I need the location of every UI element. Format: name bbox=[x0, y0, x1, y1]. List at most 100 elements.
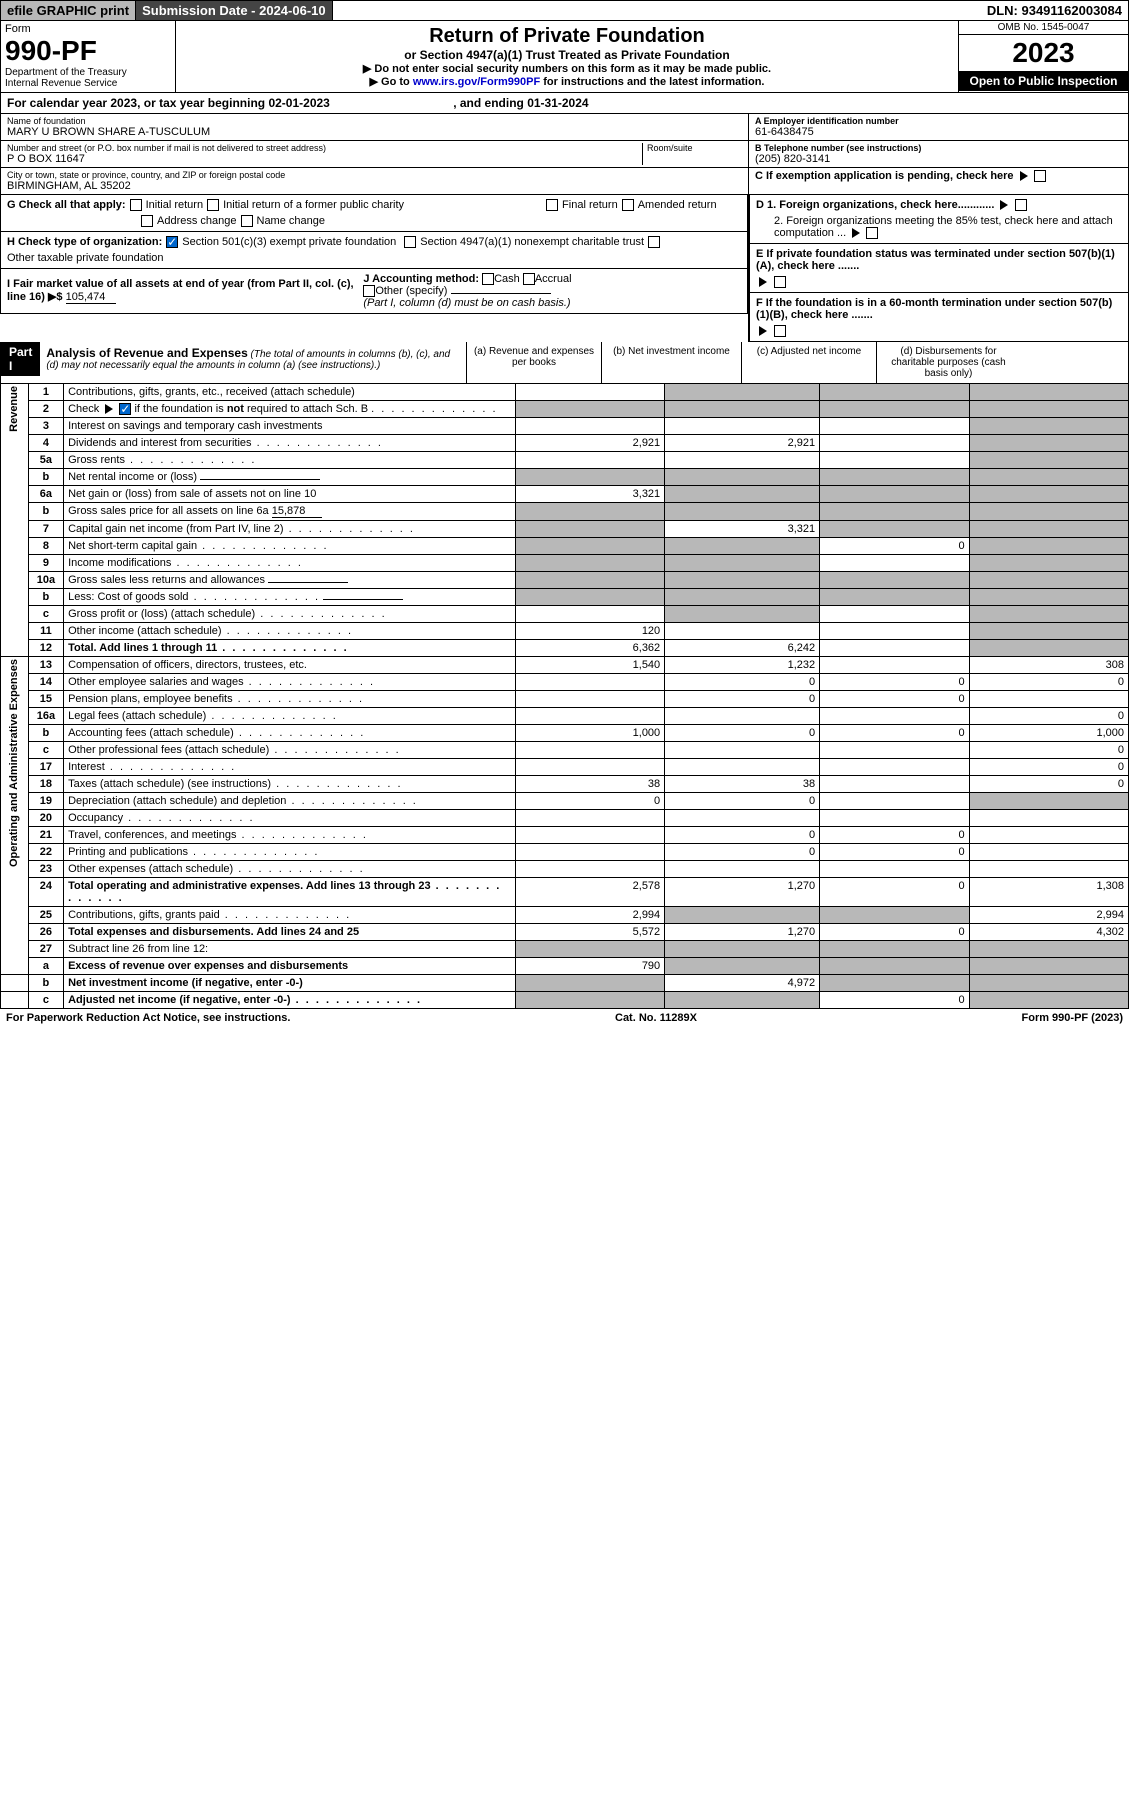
subtitle: or Section 4947(a)(1) Trust Treated as P… bbox=[184, 48, 950, 62]
c-exemption-field: C If exemption application is pending, c… bbox=[749, 168, 1128, 184]
i-j-row: I Fair market value of all assets at end… bbox=[0, 269, 748, 314]
table-row: 9Income modifications bbox=[1, 555, 1129, 572]
checkbox-4947[interactable] bbox=[404, 236, 416, 248]
foundation-name-field: Name of foundation MARY U BROWN SHARE A-… bbox=[1, 114, 748, 141]
arrow-icon bbox=[759, 277, 767, 287]
table-row: 18Taxes (attach schedule) (see instructi… bbox=[1, 776, 1129, 793]
omb-number: OMB No. 1545-0047 bbox=[959, 21, 1128, 35]
arrow-icon bbox=[1000, 200, 1008, 210]
part1-label: Part I bbox=[1, 342, 40, 376]
table-row: 4Dividends and interest from securities2… bbox=[1, 435, 1129, 452]
dln: DLN: 93491162003084 bbox=[981, 1, 1128, 20]
col-d-header: (d) Disbursements for charitable purpose… bbox=[876, 342, 1020, 383]
checks-block: G Check all that apply: Initial return I… bbox=[0, 195, 1129, 342]
table-row: 27Subtract line 26 from line 12: bbox=[1, 941, 1129, 958]
cat-no: Cat. No. 11289X bbox=[615, 1012, 697, 1024]
table-row: Revenue 1Contributions, gifts, grants, e… bbox=[1, 384, 1129, 401]
checkbox-sch-b[interactable] bbox=[119, 403, 131, 415]
revenue-side-label: Revenue bbox=[1, 384, 29, 657]
form-header: Form 990-PF Department of the Treasury I… bbox=[0, 21, 1129, 93]
main-title: Return of Private Foundation bbox=[184, 25, 950, 48]
table-row: 25Contributions, gifts, grants paid2,994… bbox=[1, 907, 1129, 924]
checkbox-d2[interactable] bbox=[866, 227, 878, 239]
arrow-icon bbox=[852, 228, 860, 238]
checkbox-initial-return[interactable] bbox=[130, 199, 142, 211]
table-row: 17Interest0 bbox=[1, 759, 1129, 776]
top-bar: efile GRAPHIC print Submission Date - 20… bbox=[0, 0, 1129, 21]
table-row: 22Printing and publications00 bbox=[1, 844, 1129, 861]
g-row: G Check all that apply: Initial return I… bbox=[0, 195, 748, 232]
ein-field: A Employer identification number 61-6438… bbox=[749, 114, 1128, 141]
table-row: 5aGross rents bbox=[1, 452, 1129, 469]
table-row: 26Total expenses and disbursements. Add … bbox=[1, 924, 1129, 941]
arrow-icon bbox=[1020, 171, 1028, 181]
table-row: 3Interest on savings and temporary cash … bbox=[1, 418, 1129, 435]
table-row: 7Capital gain net income (from Part IV, … bbox=[1, 521, 1129, 538]
table-row: 16aLegal fees (attach schedule)0 bbox=[1, 708, 1129, 725]
checkbox-d1[interactable] bbox=[1015, 199, 1027, 211]
checkbox-accrual[interactable] bbox=[523, 273, 535, 285]
city-field: City or town, state or province, country… bbox=[1, 168, 748, 194]
open-public: Open to Public Inspection bbox=[959, 71, 1128, 91]
submission-date-label: Submission Date - 2024-06-10 bbox=[136, 1, 333, 20]
year-box: OMB No. 1545-0047 2023 Open to Public In… bbox=[958, 21, 1128, 92]
table-row: bAccounting fees (attach schedule)1,0000… bbox=[1, 725, 1129, 742]
table-row: bNet rental income or (loss) bbox=[1, 469, 1129, 486]
checkbox-c[interactable] bbox=[1034, 170, 1046, 182]
checkbox-name-change[interactable] bbox=[241, 215, 253, 227]
expenses-side-label: Operating and Administrative Expenses bbox=[1, 657, 29, 975]
checkbox-initial-former[interactable] bbox=[207, 199, 219, 211]
form-number: 990-PF bbox=[5, 35, 171, 67]
checkbox-final-return[interactable] bbox=[546, 199, 558, 211]
title-box: Return of Private Foundation or Section … bbox=[176, 21, 958, 92]
part1-header: Part I Analysis of Revenue and Expenses … bbox=[0, 342, 1129, 384]
table-row: 10aGross sales less returns and allowanc… bbox=[1, 572, 1129, 589]
checkbox-amended-return[interactable] bbox=[622, 199, 634, 211]
checkbox-cash[interactable] bbox=[482, 273, 494, 285]
checkbox-e[interactable] bbox=[774, 276, 786, 288]
form-ref: Form 990-PF (2023) bbox=[1022, 1012, 1123, 1024]
h-row: H Check type of organization: Section 50… bbox=[0, 232, 748, 269]
f-row: F If the foundation is in a 60-month ter… bbox=[749, 293, 1129, 342]
table-row: aExcess of revenue over expenses and dis… bbox=[1, 958, 1129, 975]
dept-treasury: Department of the Treasury Internal Reve… bbox=[5, 67, 171, 89]
table-row: 12Total. Add lines 1 through 116,3626,24… bbox=[1, 640, 1129, 657]
table-row: 20Occupancy bbox=[1, 810, 1129, 827]
calendar-year-row: For calendar year 2023, or tax year begi… bbox=[0, 93, 1129, 114]
col-a-header: (a) Revenue and expenses per books bbox=[466, 342, 601, 383]
checkbox-address-change[interactable] bbox=[141, 215, 153, 227]
table-row: 19Depreciation (attach schedule) and dep… bbox=[1, 793, 1129, 810]
checkbox-other-taxable[interactable] bbox=[648, 236, 660, 248]
checkbox-501c3[interactable] bbox=[166, 236, 178, 248]
table-row: 6aNet gain or (loss) from sale of assets… bbox=[1, 486, 1129, 503]
instr-1: ▶ Do not enter social security numbers o… bbox=[184, 62, 950, 75]
checkbox-f[interactable] bbox=[774, 325, 786, 337]
table-row: 2Check if the foundation is not required… bbox=[1, 401, 1129, 418]
form-label: Form bbox=[5, 23, 171, 35]
address-field: Number and street (or P.O. box number if… bbox=[1, 141, 748, 168]
phone-field: B Telephone number (see instructions) (2… bbox=[749, 141, 1128, 168]
efile-print-button[interactable]: efile GRAPHIC print bbox=[1, 1, 136, 20]
paperwork-notice: For Paperwork Reduction Act Notice, see … bbox=[6, 1012, 290, 1024]
table-row: cOther professional fees (attach schedul… bbox=[1, 742, 1129, 759]
e-row: E If private foundation status was termi… bbox=[749, 244, 1129, 293]
table-row: 8Net short-term capital gain0 bbox=[1, 538, 1129, 555]
col-b-header: (b) Net investment income bbox=[601, 342, 741, 383]
page-footer: For Paperwork Reduction Act Notice, see … bbox=[0, 1009, 1129, 1027]
part1-title: Analysis of Revenue and Expenses bbox=[46, 346, 247, 360]
col-c-header: (c) Adjusted net income bbox=[741, 342, 876, 383]
checkbox-other-method[interactable] bbox=[363, 285, 375, 297]
table-row: cAdjusted net income (if negative, enter… bbox=[1, 992, 1129, 1009]
tax-year: 2023 bbox=[959, 35, 1128, 71]
instructions-link[interactable]: www.irs.gov/Form990PF bbox=[413, 76, 540, 88]
form-number-box: Form 990-PF Department of the Treasury I… bbox=[1, 21, 176, 92]
instr-2: ▶ Go to www.irs.gov/Form990PF for instru… bbox=[184, 75, 950, 88]
table-row: bNet investment income (if negative, ent… bbox=[1, 975, 1129, 992]
part1-table: Revenue 1Contributions, gifts, grants, e… bbox=[0, 384, 1129, 1009]
table-row: Operating and Administrative Expenses 13… bbox=[1, 657, 1129, 674]
table-row: bGross sales price for all assets on lin… bbox=[1, 503, 1129, 521]
table-row: 23Other expenses (attach schedule) bbox=[1, 861, 1129, 878]
table-row: 21Travel, conferences, and meetings00 bbox=[1, 827, 1129, 844]
table-row: 14Other employee salaries and wages000 bbox=[1, 674, 1129, 691]
table-row: 24Total operating and administrative exp… bbox=[1, 878, 1129, 907]
